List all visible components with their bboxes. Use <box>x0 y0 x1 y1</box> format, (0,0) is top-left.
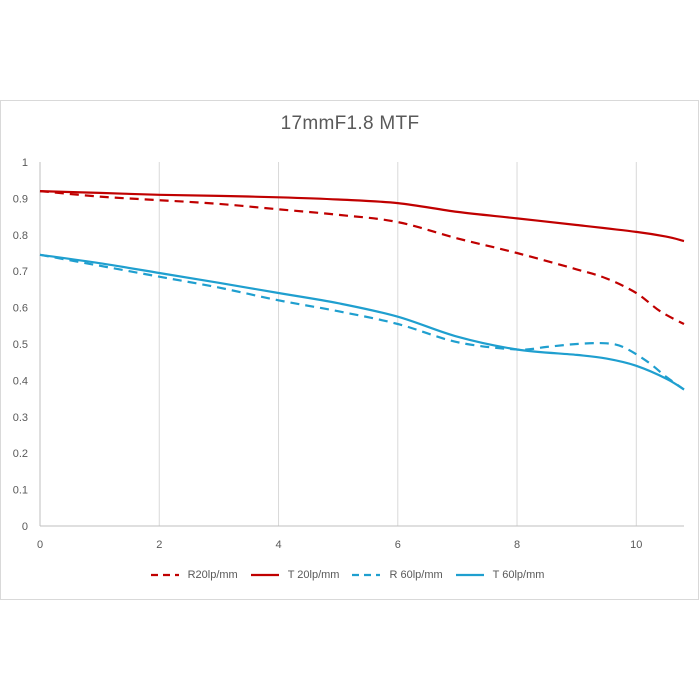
legend-label: T 60lp/mm <box>492 569 545 581</box>
y-tick-label: 0.6 <box>13 303 28 315</box>
y-tick-label: 0 <box>22 521 28 533</box>
legend-item-r20lp-mm: R20lp/mm <box>150 569 238 581</box>
legend-label: R 60lp/mm <box>389 569 443 581</box>
legend-swatch <box>352 573 381 577</box>
legend-swatch <box>250 573 279 577</box>
y-tick-label: 0.4 <box>13 375 28 387</box>
chart-legend: R20lp/mm T 20lp/mm R 60lp/mm T 60lp/mm <box>0 569 700 581</box>
series-line-r20lp-mm <box>39 190 685 325</box>
x-tick-label: 8 <box>514 539 520 551</box>
y-tick-label: 0.5 <box>13 339 28 351</box>
y-tick-label: 0.3 <box>13 412 28 424</box>
chart-frame <box>0 100 699 600</box>
y-tick-label: 0.9 <box>13 193 28 205</box>
x-tick-label: 6 <box>395 539 401 551</box>
legend-swatch <box>150 573 179 577</box>
x-tick-label: 10 <box>630 539 642 551</box>
y-tick-label: 0.2 <box>13 448 28 460</box>
series-line-t-60lp-mm <box>39 253 685 391</box>
legend-swatch <box>455 573 484 577</box>
y-tick-label: 1 <box>22 157 28 169</box>
series-line-t-20lp-mm <box>39 190 685 243</box>
legend-item-t-60lp-mm: T 60lp/mm <box>455 569 545 581</box>
y-tick-label: 0.8 <box>13 230 28 242</box>
y-tick-label: 0.1 <box>13 485 28 497</box>
chart-title: 17mmF1.8 MTF <box>280 113 420 134</box>
legend-label: R20lp/mm <box>187 569 238 581</box>
legend-item-t-20lp-mm: T 20lp/mm <box>250 569 340 581</box>
y-tick-label: 0.7 <box>13 266 28 278</box>
x-tick-label: 4 <box>275 539 281 551</box>
x-tick-label: 0 <box>37 539 43 551</box>
legend-label: T 20lp/mm <box>287 569 340 581</box>
x-tick-label: 2 <box>156 539 162 551</box>
legend-item-r-60lp-mm: R 60lp/mm <box>351 569 443 581</box>
series-line-r-60lp-mm <box>39 253 685 391</box>
